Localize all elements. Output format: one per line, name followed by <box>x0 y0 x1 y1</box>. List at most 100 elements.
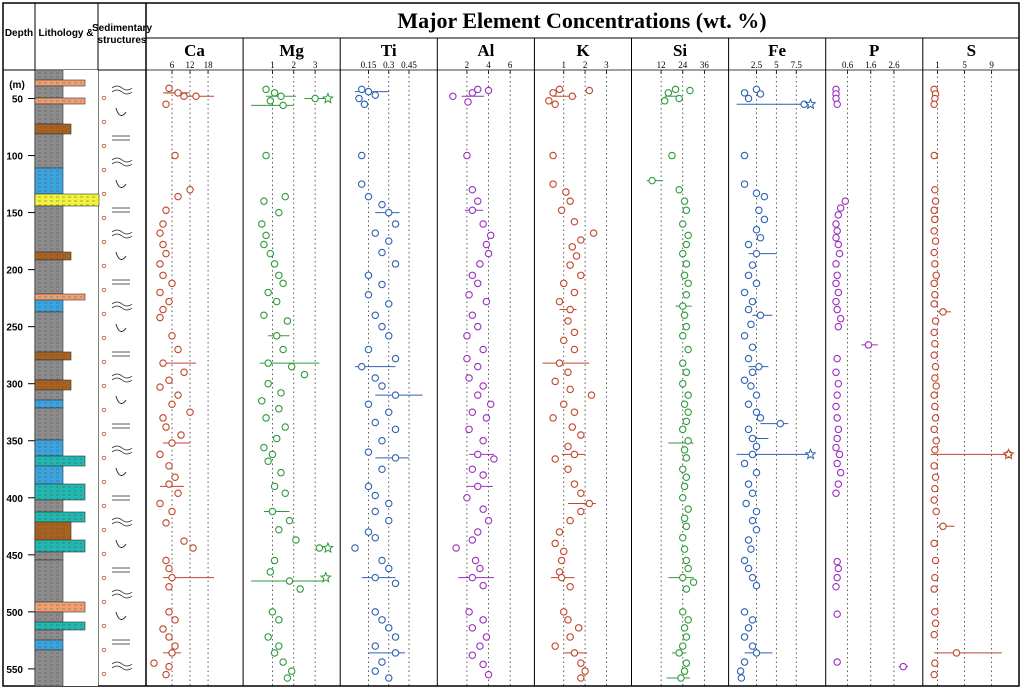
data-point <box>384 332 393 340</box>
data-point <box>864 341 873 349</box>
data-point <box>266 97 275 105</box>
data-point <box>682 473 691 481</box>
data-point <box>931 340 939 348</box>
data-point <box>740 288 749 297</box>
data-point <box>832 220 840 228</box>
data-point <box>932 507 940 516</box>
data-point <box>752 279 761 288</box>
sedimentary-header-1: Sedimentary <box>92 23 152 34</box>
depth-header: Depth <box>5 28 33 39</box>
data-point <box>748 642 757 650</box>
data-point <box>378 382 386 390</box>
lithology-bed <box>34 69 64 81</box>
data-point <box>287 362 296 371</box>
wavy-bedding-icon <box>111 661 133 671</box>
data-point <box>162 670 170 679</box>
data-point <box>930 279 938 288</box>
chart-title: Major Element Concentrations (wt. %) <box>397 8 766 33</box>
burrow-icon <box>115 179 127 188</box>
data-point <box>277 389 285 397</box>
data-point <box>156 229 164 237</box>
panel-k: K1 2 3 <box>533 38 632 686</box>
data-point <box>378 658 386 666</box>
data-point <box>287 667 296 675</box>
data-point <box>150 659 158 667</box>
data-point <box>384 300 393 308</box>
x-tick-label: 1 <box>270 60 275 70</box>
data-point <box>564 442 572 451</box>
data-point <box>930 151 938 160</box>
data-point <box>270 482 279 491</box>
data-point <box>384 564 393 573</box>
data-point <box>168 279 176 288</box>
depth-tick-label: 550 <box>6 665 23 676</box>
data-point <box>371 491 379 500</box>
data-point <box>281 192 289 201</box>
data-point <box>748 434 757 443</box>
data-point <box>463 332 471 340</box>
data-point <box>679 302 687 310</box>
data-point <box>371 91 379 99</box>
data-point <box>272 332 281 340</box>
data-point <box>680 667 689 675</box>
data-point <box>744 624 753 632</box>
data-point <box>755 206 763 215</box>
data-point <box>760 215 769 224</box>
x-tick-label: 0.6 <box>842 60 854 70</box>
data-point <box>568 423 577 431</box>
data-point <box>473 528 482 536</box>
lithology-bed <box>34 193 100 207</box>
data-point <box>189 544 197 552</box>
data-point <box>168 573 176 582</box>
data-point <box>357 362 366 371</box>
grain-icon <box>102 456 106 460</box>
data-point <box>748 516 757 525</box>
data-point <box>479 616 487 624</box>
panel-title-k: K <box>576 41 590 60</box>
data-point <box>587 391 596 399</box>
data-point <box>833 658 841 666</box>
data-point <box>266 568 275 576</box>
data-point <box>292 536 300 544</box>
data-point <box>275 271 283 280</box>
data-point <box>311 94 319 103</box>
data-point <box>479 436 487 445</box>
data-point <box>740 556 749 565</box>
data-point <box>570 288 579 297</box>
data-point <box>473 450 482 459</box>
lithology-bed <box>34 311 64 353</box>
data-point <box>682 454 691 462</box>
data-point <box>680 446 689 454</box>
lithology-bed <box>34 629 64 641</box>
data-point <box>384 408 393 416</box>
data-point <box>684 436 692 445</box>
data-point <box>391 391 400 399</box>
data-point <box>186 186 194 194</box>
data-point <box>682 633 691 641</box>
lithology-bed <box>34 79 86 87</box>
data-point <box>689 578 698 586</box>
data-point <box>748 616 757 624</box>
data-point <box>684 505 692 513</box>
data-point <box>577 489 585 497</box>
data-point <box>570 649 579 657</box>
data-point <box>559 547 568 556</box>
data-point <box>939 522 947 531</box>
data-point <box>559 608 568 616</box>
data-point <box>364 87 373 96</box>
data-point <box>482 633 491 641</box>
data-point <box>165 608 173 616</box>
data-point <box>262 231 270 240</box>
data-point <box>930 328 938 337</box>
data-point <box>930 206 938 215</box>
data-point <box>748 489 757 497</box>
data-point <box>833 557 841 566</box>
burrow-icon <box>115 395 127 404</box>
data-point <box>833 271 841 280</box>
data-point <box>577 659 585 667</box>
data-point <box>559 279 568 288</box>
data-point <box>737 674 746 682</box>
data-point <box>357 180 366 188</box>
data-point <box>268 450 277 459</box>
panel-title-p: P <box>869 41 879 60</box>
